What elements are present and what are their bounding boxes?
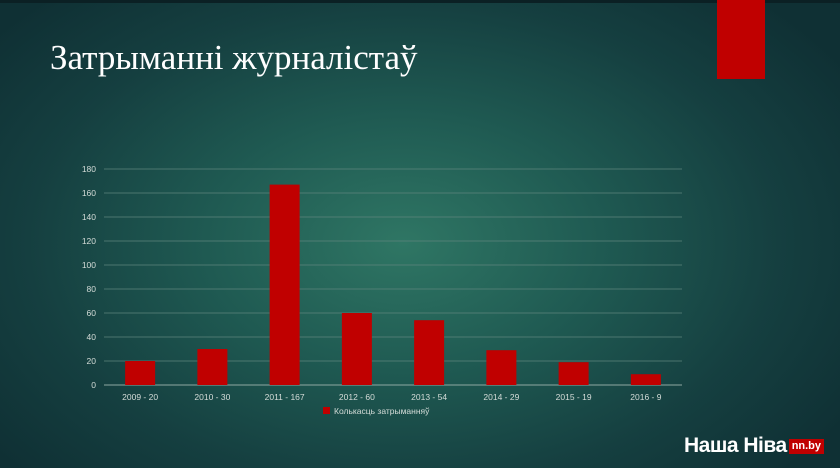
x-tick-label: 2015 - 19	[556, 392, 592, 402]
y-tick-label: 100	[82, 260, 96, 270]
top-strip	[0, 0, 840, 3]
grid-lines	[104, 168, 682, 386]
y-tick-label: 20	[87, 356, 97, 366]
bar	[341, 313, 372, 385]
bar	[486, 350, 517, 385]
logo-domain-badge: nn.by	[788, 438, 825, 454]
legend: Колькасць затрыманняў	[323, 406, 430, 416]
slide-title: Затрыманні журналістаў	[50, 38, 418, 77]
x-axis-ticks: 2009 - 20 2010 - 30 2011 - 167 2012 - 60 201…	[122, 392, 662, 402]
y-tick-label: 60	[87, 308, 97, 318]
accent-block	[717, 0, 765, 79]
bar	[630, 374, 661, 385]
bar	[125, 361, 156, 385]
nasha-niva-logo: Наша Ніва nn.by	[684, 434, 825, 458]
y-tick-label: 0	[91, 380, 96, 390]
y-tick-label: 140	[82, 212, 96, 222]
legend-swatch	[323, 407, 330, 414]
x-tick-label: 2010 - 30	[194, 392, 230, 402]
y-tick-label: 160	[82, 188, 96, 198]
y-tick-label: 120	[82, 236, 96, 246]
bars	[125, 184, 661, 385]
x-tick-label: 2009 - 20	[122, 392, 158, 402]
y-tick-label: 180	[82, 164, 96, 174]
legend-label: Колькасць затрыманняў	[334, 406, 430, 416]
x-tick-label: 2012 - 60	[339, 392, 375, 402]
y-axis-ticks: 0 20 40 60 80 100 120 140 160 180	[82, 164, 96, 390]
x-tick-label: 2016 - 9	[630, 392, 661, 402]
bar	[558, 362, 589, 385]
x-tick-label: 2014 - 29	[483, 392, 519, 402]
y-tick-label: 40	[87, 332, 97, 342]
logo-name: Наша Ніва	[684, 434, 787, 457]
x-tick-label: 2013 - 54	[411, 392, 447, 402]
bar	[197, 349, 228, 385]
bar	[269, 184, 300, 385]
y-tick-label: 80	[87, 284, 97, 294]
x-tick-label: 2011 - 167	[265, 392, 305, 402]
bar	[414, 320, 445, 385]
